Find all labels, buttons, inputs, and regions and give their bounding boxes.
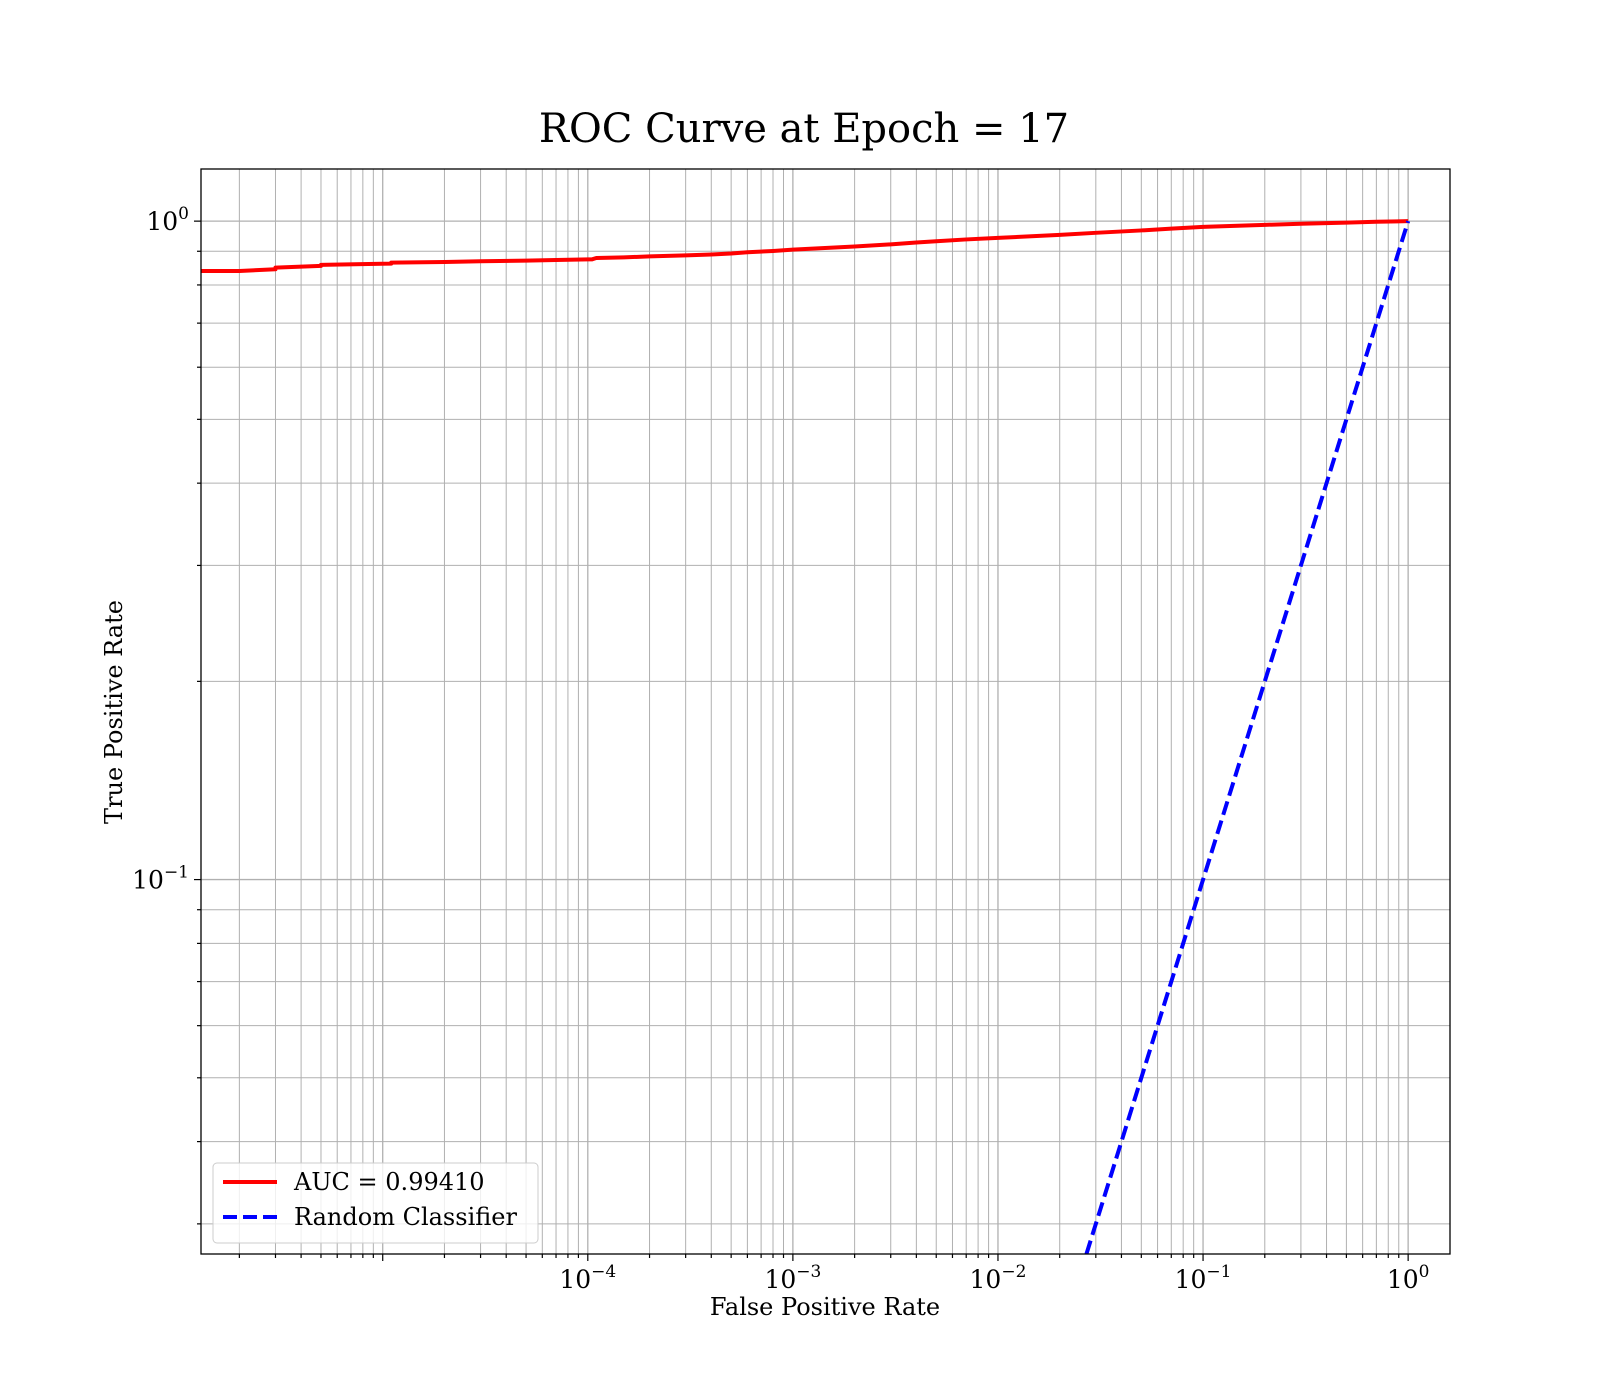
- y-axis-ticks: 10−1 100: [132, 204, 201, 1225]
- legend-label-auc: AUC = 0.99410: [293, 1168, 485, 1196]
- series-layer: [201, 219, 1411, 1254]
- x-tick-label: 10−4: [559, 1262, 616, 1294]
- x-axis-label: False Positive Rate: [710, 1293, 940, 1321]
- legend-label-random-classifier: Random Classifier: [294, 1203, 517, 1231]
- legend-box: [212, 1162, 539, 1244]
- y-tick-label: 10−1: [132, 863, 189, 895]
- x-tick-label: 10−2: [970, 1262, 1027, 1294]
- x-tick-label: 100: [1387, 1262, 1430, 1294]
- y-axis-label: True Positive Rate: [100, 600, 128, 824]
- major-grid: [201, 169, 1450, 1254]
- plot-frame: [200, 168, 1451, 1255]
- chart-title: ROC Curve at Epoch = 17: [539, 106, 1069, 152]
- x-tick-label: 10−1: [1175, 1262, 1232, 1294]
- series-line-auc: [201, 219, 1409, 273]
- legend: AUC = 0.99410 Random Classifier: [212, 1162, 539, 1244]
- series-line-random-classifier: [1084, 220, 1411, 1254]
- x-tick-label: 10−3: [764, 1262, 821, 1294]
- y-tick-label: 100: [146, 204, 189, 236]
- x-axis-ticks: 10−4 10−3 10−2 10−1 100: [238, 1254, 1430, 1294]
